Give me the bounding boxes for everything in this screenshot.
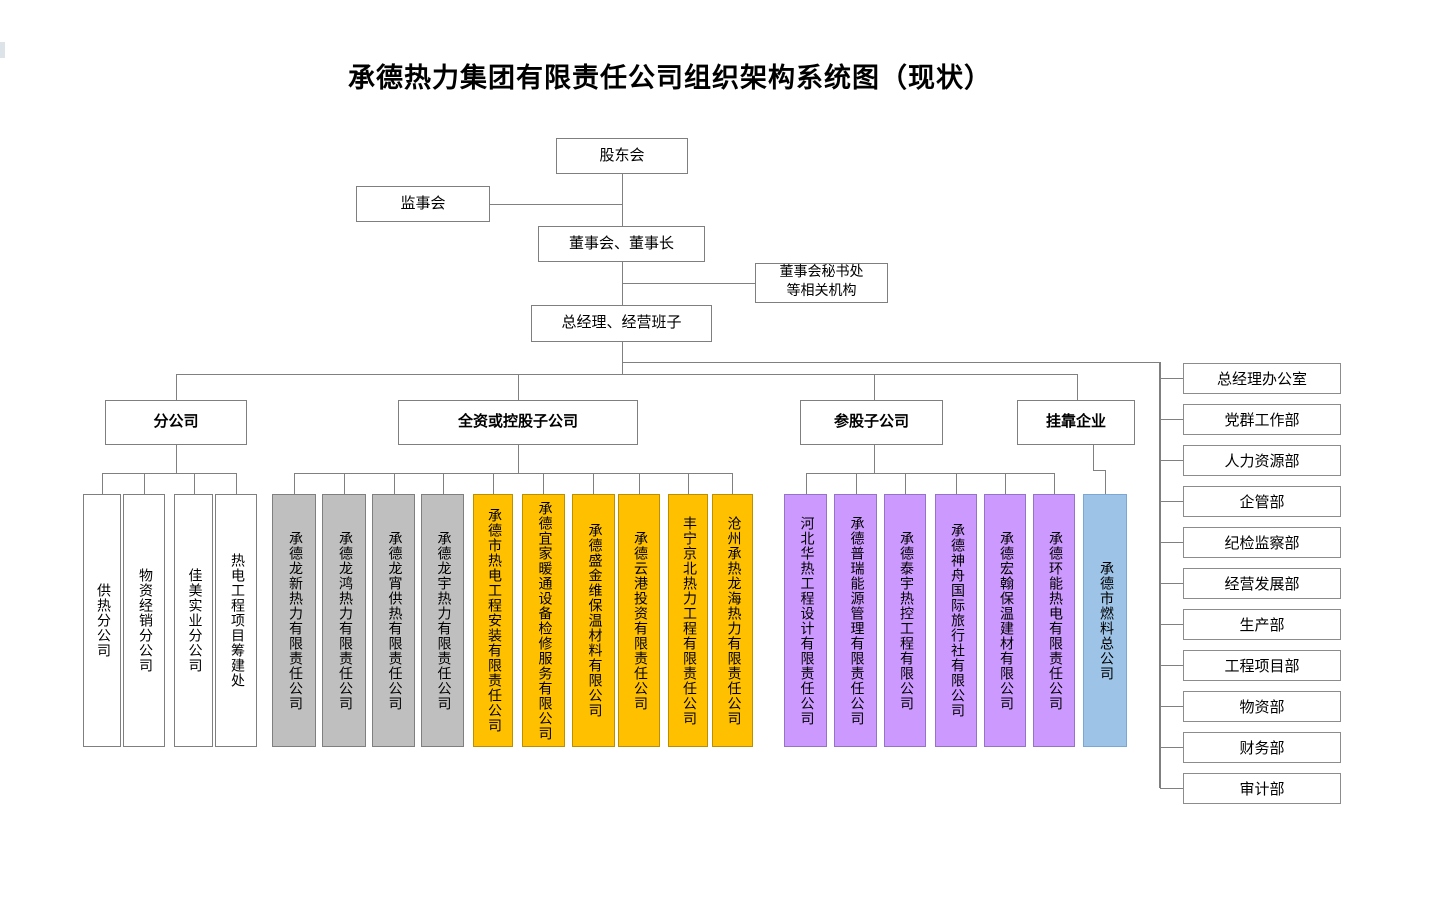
connector <box>806 473 1054 474</box>
connector <box>490 204 622 205</box>
department-box: 人力资源部 <box>1183 445 1341 476</box>
subsidiary-company-box: 承德云港投资有限责任公司 <box>618 494 660 747</box>
connector <box>1160 542 1183 543</box>
connector <box>1160 665 1183 666</box>
connector <box>732 473 733 494</box>
connector <box>1159 362 1161 788</box>
equity-company-box: 河北华热工程设计有限责任公司 <box>784 494 827 747</box>
subsidiary-company-box: 承德龙鸿热力有限责任公司 <box>322 494 366 747</box>
subsidiary-company-box: 承德市热电工程安装有限责任公司 <box>473 494 513 747</box>
connector <box>1160 747 1183 748</box>
equity-company-box: 承德普瑞能源管理有限责任公司 <box>834 494 877 747</box>
connector <box>593 473 594 494</box>
node-general-manager: 总经理、经营班子 <box>531 305 712 342</box>
connector <box>294 473 732 474</box>
equity-company-box: 承德环能热电有限责任公司 <box>1033 494 1075 747</box>
equity-company-box: 承德泰宇热控工程有限公司 <box>884 494 926 747</box>
connector <box>1160 378 1183 379</box>
connector <box>176 374 1078 375</box>
connector <box>1160 460 1183 461</box>
connector <box>102 473 236 474</box>
screen-edge-artifact <box>0 42 5 58</box>
connector <box>806 473 807 494</box>
connector <box>1160 706 1183 707</box>
connector <box>518 374 519 400</box>
connector <box>622 342 623 374</box>
connector <box>344 473 345 494</box>
connector <box>144 473 145 494</box>
department-box: 党群工作部 <box>1183 404 1341 435</box>
equity-company-box: 承德神舟国际旅行社有限公司 <box>935 494 977 747</box>
branch-company-box: 物资经销分公司 <box>123 494 165 747</box>
connector <box>1160 501 1183 502</box>
connector <box>1160 624 1183 625</box>
department-box: 经营发展部 <box>1183 568 1341 599</box>
department-box: 物资部 <box>1183 691 1341 722</box>
subsidiary-company-box: 承德龙宵供热有限责任公司 <box>372 494 415 747</box>
connector <box>493 473 494 494</box>
connector <box>1160 419 1183 420</box>
department-box: 企管部 <box>1183 486 1341 517</box>
department-box: 财务部 <box>1183 732 1341 763</box>
connector <box>639 473 640 494</box>
category-equity-subsidiaries: 参股子公司 <box>800 400 943 445</box>
connector <box>1005 473 1006 494</box>
subsidiary-company-box: 承德龙宇热力有限责任公司 <box>421 494 464 747</box>
connector <box>1160 583 1183 584</box>
department-box: 纪检监察部 <box>1183 527 1341 558</box>
connector <box>176 374 177 400</box>
connector <box>294 473 295 494</box>
connector <box>688 473 689 494</box>
connector <box>874 374 875 400</box>
subsidiary-company-box: 承德盛金维保温材料有限公司 <box>572 494 615 747</box>
connector <box>194 473 195 494</box>
connector <box>1077 374 1078 400</box>
subsidiary-company-box: 沧州承热龙海热力有限责任公司 <box>712 494 753 747</box>
connector <box>1093 470 1105 471</box>
page-title: 承德热力集团有限责任公司组织架构系统图（现状） <box>348 63 992 93</box>
connector <box>394 473 395 494</box>
category-wholly-owned-subsidiaries: 全资或控股子公司 <box>398 400 638 445</box>
department-box: 工程项目部 <box>1183 650 1341 681</box>
category-affiliated-enterprises: 挂靠企业 <box>1017 400 1135 445</box>
connector <box>622 174 623 226</box>
connector <box>518 445 519 473</box>
connector <box>956 473 957 494</box>
connector <box>543 473 544 494</box>
connector <box>856 473 857 494</box>
connector <box>1160 788 1183 789</box>
connector <box>622 283 755 284</box>
node-supervisory-board: 监事会 <box>356 186 490 222</box>
department-box: 审计部 <box>1183 773 1341 804</box>
branch-company-box: 佳美实业分公司 <box>174 494 213 747</box>
node-shareholders: 股东会 <box>556 138 688 174</box>
subsidiary-company-box: 承德宜家暖通设备检修服务有限公司 <box>522 494 565 747</box>
category-branch-companies: 分公司 <box>105 400 247 445</box>
connector <box>1054 473 1055 494</box>
branch-company-box: 供热分公司 <box>83 494 121 747</box>
connector <box>443 473 444 494</box>
connector <box>1105 470 1106 494</box>
connector <box>1093 445 1094 470</box>
connector <box>236 473 237 494</box>
node-board-of-directors: 董事会、董事长 <box>538 226 705 262</box>
connector <box>874 445 875 473</box>
connector <box>622 362 1160 363</box>
subsidiary-company-box: 承德龙新热力有限责任公司 <box>272 494 316 747</box>
affiliated-company-box: 承德市燃料总公司 <box>1083 494 1127 747</box>
subsidiary-company-box: 丰宁京北热力工程有限责任公司 <box>668 494 708 747</box>
connector <box>102 473 103 494</box>
branch-company-box: 热电工程项目筹建处 <box>215 494 257 747</box>
department-box: 总经理办公室 <box>1183 363 1341 394</box>
department-box: 生产部 <box>1183 609 1341 640</box>
connector <box>176 445 177 473</box>
connector <box>905 473 906 494</box>
node-board-secretariat: 董事会秘书处 等相关机构 <box>755 263 888 303</box>
equity-company-box: 承德宏翰保温建材有限公司 <box>984 494 1026 747</box>
